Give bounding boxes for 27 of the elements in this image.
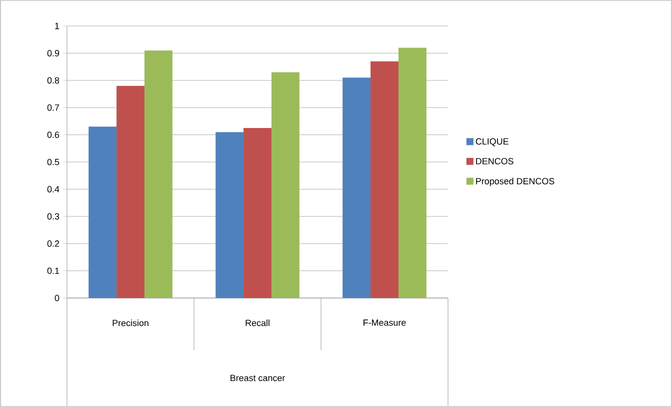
y-tick-label: 0.8 [47,77,60,84]
bar [342,78,371,298]
y-tick-label: 0 [54,294,60,302]
x-tick-label: Precision [112,320,148,326]
y-tick-label: 0.3 [47,213,60,220]
y-tick-label: 0.4 [47,186,60,192]
bar [398,48,426,298]
bar [116,86,144,298]
legend-label: Proposed DENCOS [476,178,554,186]
bar [244,128,272,298]
x-tick-label: F-Measure [364,320,406,326]
bar [88,126,117,298]
x-tick-label: Recall [246,320,270,326]
y-tick-label: 0.6 [47,132,60,138]
bar [370,61,398,298]
bar [271,72,300,298]
y-tick-label: 0.9 [47,50,60,56]
legend-label: DENCOS [476,158,514,164]
y-tick-label: 1 [55,22,60,30]
legend-label: CLIQUE [476,138,508,146]
y-tick-label: 0.5 [47,158,60,166]
y-tick-label: 0.1 [47,268,60,274]
text: Breast cancer [230,374,286,382]
bar [216,132,244,298]
y-tick-label: 0.2 [47,240,60,247]
bar [144,50,172,298]
y-tick-label: 0.7 [47,104,60,111]
